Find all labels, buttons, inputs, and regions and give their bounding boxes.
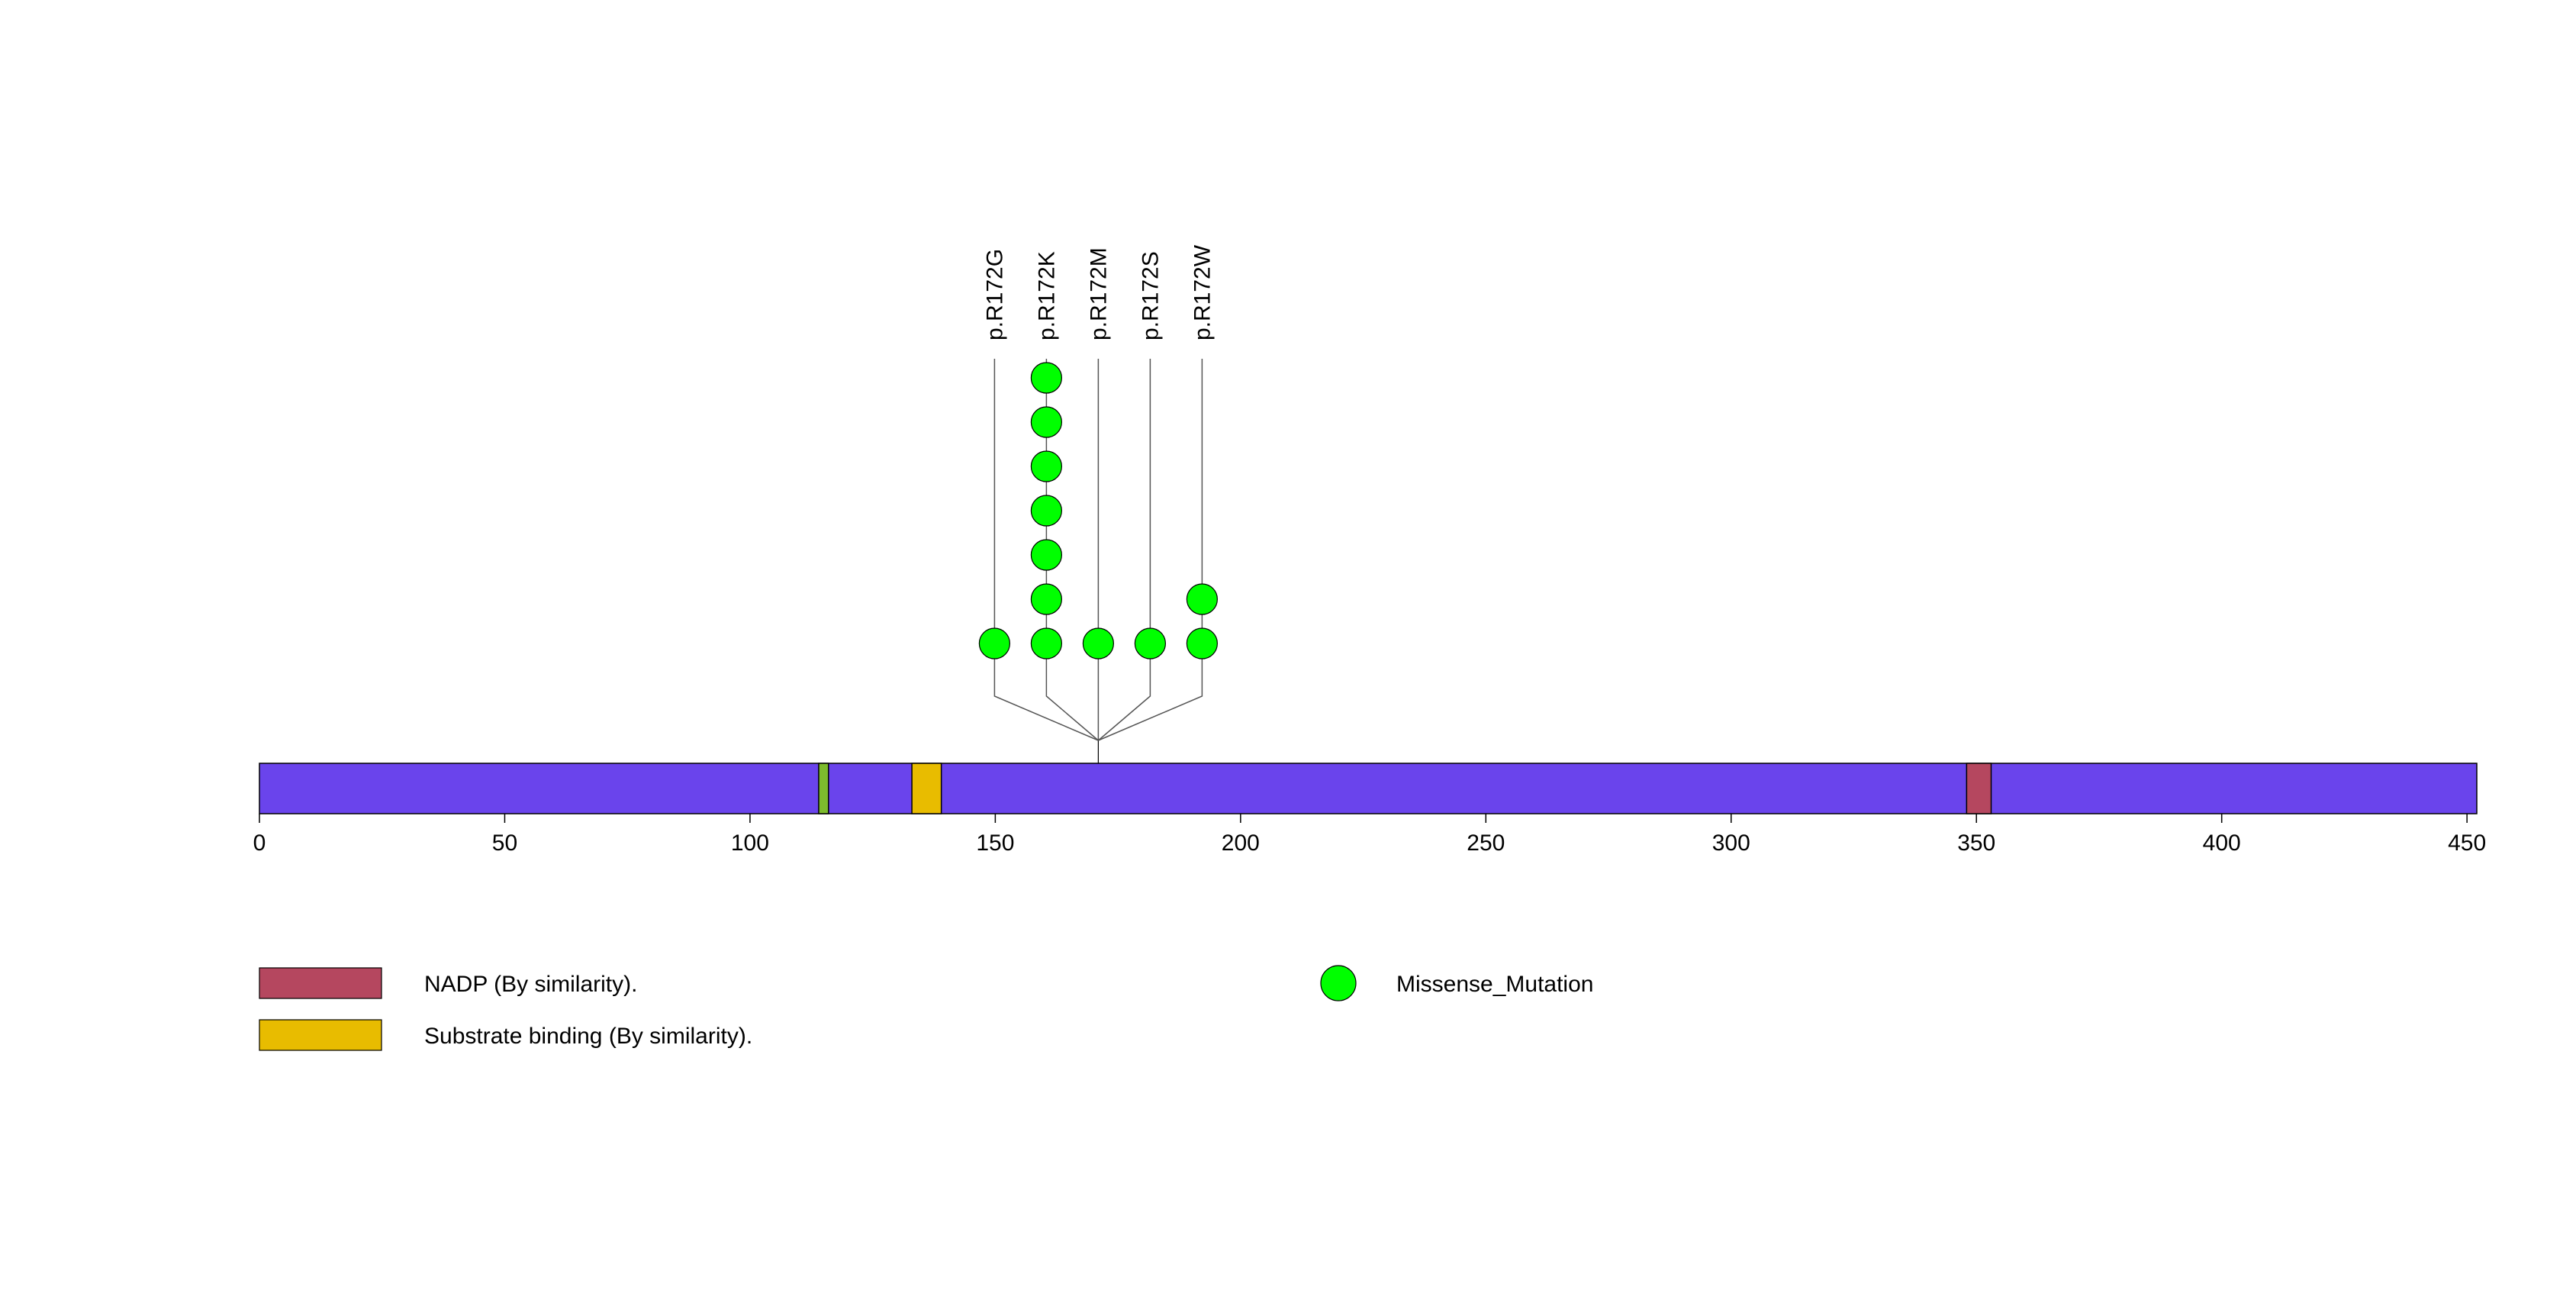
axis-tick-label: 350 — [1957, 830, 1995, 856]
missense-mutation-point — [1134, 627, 1166, 660]
protein-domain — [911, 763, 942, 814]
missense-mutation-point — [1186, 583, 1218, 615]
axis-tick-label: 0 — [253, 830, 266, 856]
missense-mutation-point — [1030, 450, 1062, 482]
mutation-label: p.R172K — [1034, 251, 1059, 340]
axis-tick-label: 50 — [492, 830, 517, 856]
legend-domain-label: Substrate binding (By similarity). — [424, 1024, 752, 1049]
missense-mutation-point — [978, 627, 1010, 660]
mutation-stem — [1098, 359, 1203, 741]
legend-mutation-marker — [1320, 965, 1357, 1001]
axis-tick-label: 200 — [1222, 830, 1260, 856]
legend-domain-swatch — [259, 967, 382, 999]
missense-mutation-point — [1030, 539, 1062, 571]
axis-tick-label: 450 — [2448, 830, 2486, 856]
legend-mutation-label: Missense_Mutation — [1396, 972, 1593, 997]
position-axis: 0 50 100 150 200 250 300 350 400 450 — [253, 814, 2486, 856]
protein-backbone — [259, 763, 2478, 814]
mutation-label: p.R172M — [1086, 247, 1111, 340]
missense-mutation-point — [1030, 406, 1062, 438]
mutation-stem — [1097, 359, 1151, 741]
legend-domain-label: NADP (By similarity). — [424, 972, 637, 997]
mutation-stem — [993, 359, 1099, 741]
mutation-points — [978, 362, 1218, 660]
axis-tick-label: 250 — [1467, 830, 1505, 856]
legend-domain-swatch — [259, 1019, 382, 1051]
protein-domain — [1966, 763, 1992, 814]
legend: NADP (By similarity). Substrate binding (… — [259, 965, 1593, 1051]
axis-tick-label: 150 — [976, 830, 1014, 856]
missense-mutation-point — [1186, 627, 1218, 660]
axis-tick-label: 300 — [1712, 830, 1750, 856]
protein-domain — [818, 763, 829, 814]
axis-tick-label: 400 — [2203, 830, 2241, 856]
protein-track — [259, 763, 2478, 814]
mutation-stems — [993, 359, 1203, 814]
mutation-label: p.R172W — [1190, 244, 1215, 340]
missense-mutation-point — [1030, 495, 1062, 527]
missense-mutation-point — [1030, 627, 1062, 660]
missense-mutation-point — [1030, 583, 1062, 615]
axis-tick-label: 100 — [731, 830, 769, 856]
mutation-labels: p.R172G p.R172K p.R172M p.R172S p.R172W — [982, 244, 1215, 340]
mutation-label: p.R172G — [982, 249, 1007, 340]
missense-mutation-point — [1082, 627, 1114, 660]
mutation-label: p.R172S — [1138, 251, 1163, 340]
missense-mutation-point — [1030, 362, 1062, 394]
